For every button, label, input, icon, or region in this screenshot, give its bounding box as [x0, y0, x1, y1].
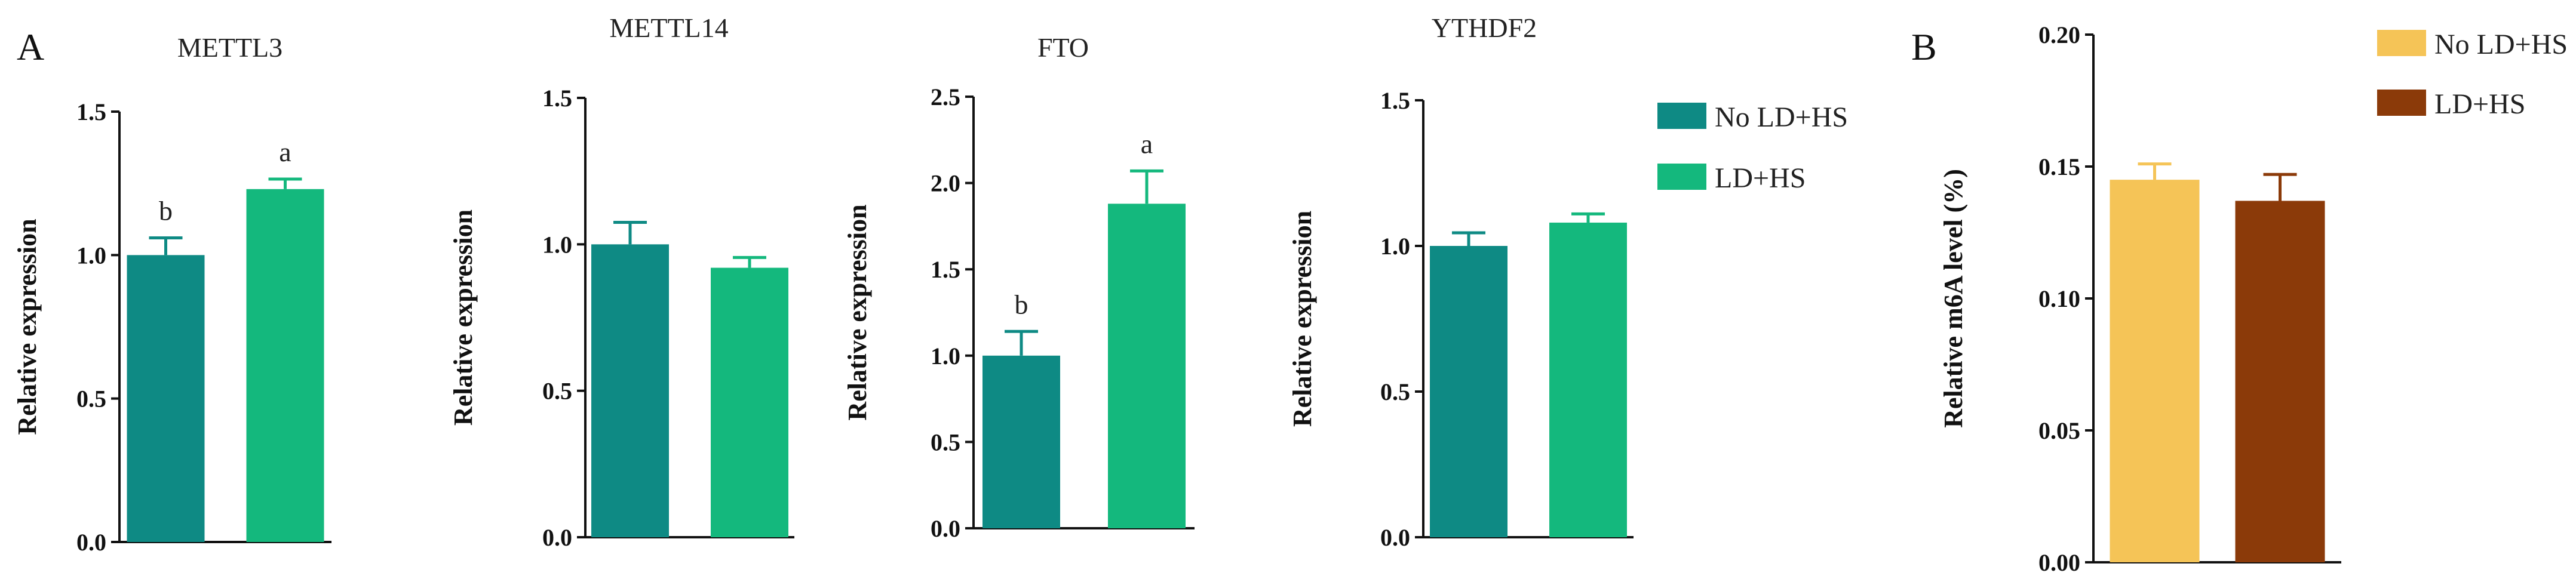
legend-label: No LD+HS — [2434, 29, 2568, 60]
significance-label: b — [1015, 289, 1028, 319]
y-axis-label: Relative m6A level (%) — [1939, 169, 1968, 428]
legend-swatch — [2377, 30, 2426, 56]
y-tick-label: 0.5 — [931, 429, 960, 455]
chart-title: YTHDF2 — [1432, 13, 1537, 43]
significance-label: b — [159, 195, 173, 226]
y-tick-label: 0.0 — [931, 515, 960, 542]
bar-no-ld-hs — [591, 244, 669, 537]
y-tick-label: 0.15 — [2038, 153, 2080, 180]
y-tick-label: 1.5 — [76, 98, 106, 125]
y-axis-label: Relative expression — [13, 218, 42, 435]
legend-swatch — [1657, 164, 1706, 190]
y-tick-label: 0.5 — [76, 386, 106, 412]
legend-swatch — [2377, 90, 2426, 116]
y-tick-label: 1.5 — [1380, 87, 1410, 114]
panel-a-label: A — [17, 26, 44, 68]
y-tick-label: 1.0 — [76, 242, 106, 269]
chart-fto: 0.0 0.5 1.0 1.5 2.0 2.5 FTO Relative expression… — [843, 32, 1195, 542]
bar-ld-hs — [1108, 204, 1186, 529]
chart-title: METTL3 — [177, 32, 283, 63]
significance-label: a — [1141, 128, 1153, 159]
y-tick-label: 0.0 — [76, 529, 106, 556]
chart-ythdf2: 0.0 0.5 1.0 1.5 YTHDF2 Relative expression — [1288, 13, 1634, 551]
y-tick-label: 0.0 — [542, 524, 572, 551]
legend-label: LD+HS — [2434, 88, 2525, 120]
bar-no-ld-hs — [1430, 246, 1507, 537]
y-axis-label: Relative expression — [1288, 211, 1317, 427]
y-tick-label: 0.10 — [2038, 285, 2080, 312]
y-tick-label: 1.0 — [931, 343, 960, 369]
y-axis-label: Relative expression — [843, 204, 872, 420]
y-tick-label: 1.5 — [931, 256, 960, 283]
y-tick-label: 1.5 — [542, 85, 572, 112]
y-tick-label: 0.20 — [2038, 21, 2080, 48]
bar-ld-hs — [1549, 222, 1627, 538]
legend-label: No LD+HS — [1715, 101, 1848, 133]
chart-title: METTL14 — [609, 13, 728, 43]
y-tick-label: 0.05 — [2038, 417, 2080, 444]
legend-swatch — [1657, 103, 1706, 129]
y-tick-label: 2.5 — [931, 84, 960, 110]
chart-mettl14: 0.0 0.5 1.0 1.5 METTL14 Relative expression — [449, 13, 794, 551]
bar-ld-hs — [246, 189, 324, 542]
panel-b-label: B — [1911, 26, 1937, 68]
legend-label: LD+HS — [1715, 162, 1806, 194]
significance-label: a — [279, 137, 291, 167]
chart-title: FTO — [1037, 32, 1089, 63]
y-tick-label: 1.0 — [1380, 233, 1410, 260]
legend-a: No LD+HS LD+HS — [1657, 101, 1848, 194]
y-tick-label: 0.5 — [1380, 378, 1410, 405]
bar-ld-hs — [711, 267, 788, 537]
y-tick-label: 1.0 — [542, 231, 572, 258]
y-tick-label: 0.0 — [1380, 524, 1410, 551]
chart-m6a: 0.00 0.05 0.10 0.15 0.20 Relative m6A level (… — [1939, 21, 2341, 576]
y-tick-label: 0.5 — [542, 378, 572, 405]
y-axis-label: Relative expression — [449, 210, 478, 426]
y-tick-label: 0.00 — [2038, 549, 2080, 576]
bar-no-ld-hs — [982, 355, 1060, 528]
bar-no-ld-hs — [2110, 180, 2200, 563]
legend-b: No LD+HS LD+HS — [2377, 29, 2568, 120]
y-tick-label: 2.0 — [931, 170, 960, 197]
bar-ld-hs — [2235, 201, 2325, 563]
bar-no-ld-hs — [127, 255, 205, 542]
chart-mettl3: 0.0 0.5 1.0 1.5 METTL3 Relative expression b a — [13, 32, 331, 556]
